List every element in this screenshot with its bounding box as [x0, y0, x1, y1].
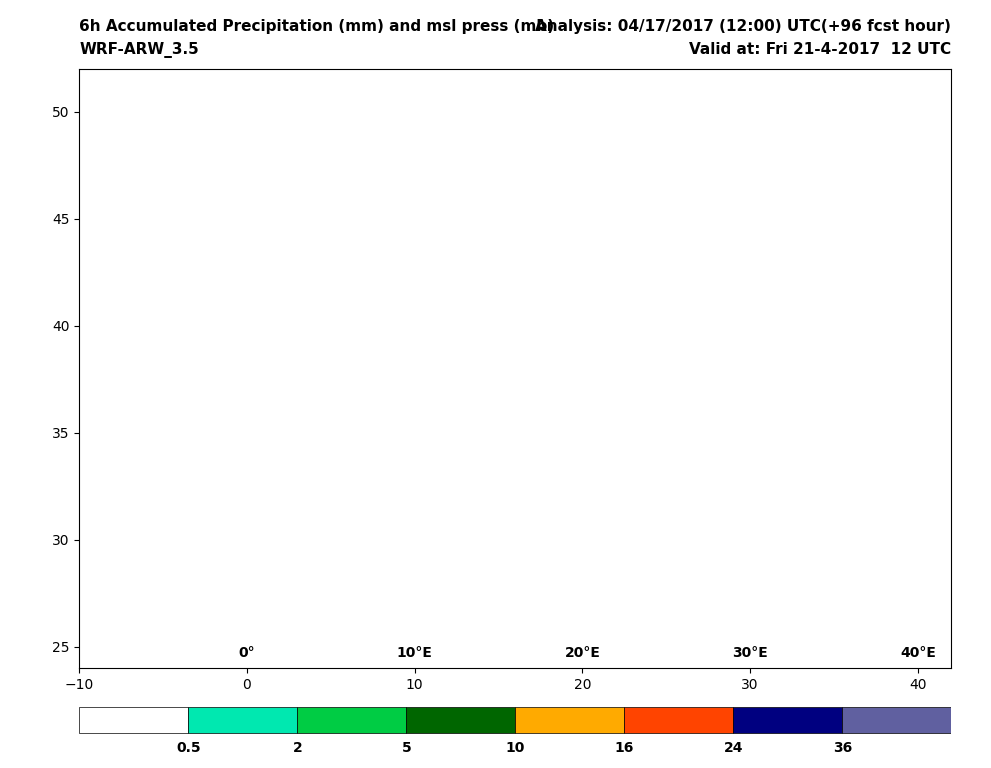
Text: 5: 5 [401, 741, 411, 755]
Bar [297, 707, 406, 733]
Text: Valid at: Fri 21-4-2017  12 UTC: Valid at: Fri 21-4-2017 12 UTC [689, 42, 951, 58]
Bar [624, 707, 733, 733]
Text: 36: 36 [832, 741, 852, 755]
Text: 0°: 0° [239, 647, 256, 660]
Text: 6h Accumulated Precipitation (mm) and msl press (mb): 6h Accumulated Precipitation (mm) and ms… [79, 19, 554, 35]
Text: 0.5: 0.5 [176, 741, 200, 755]
Text: 40°E: 40°E [900, 647, 936, 660]
Text: 2: 2 [292, 741, 302, 755]
Bar [79, 707, 188, 733]
Bar [842, 707, 951, 733]
Text: Analysis: 04/17/2017 (12:00) UTC(+96 fcst hour): Analysis: 04/17/2017 (12:00) UTC(+96 fcs… [535, 19, 951, 35]
Bar [515, 707, 624, 733]
Bar [188, 707, 297, 733]
Text: 20°E: 20°E [565, 647, 601, 660]
Text: 30°E: 30°E [732, 647, 768, 660]
Bar [733, 707, 842, 733]
Text: 16: 16 [614, 741, 634, 755]
Text: 24: 24 [723, 741, 743, 755]
Text: WRF-ARW_3.5: WRF-ARW_3.5 [79, 42, 199, 58]
Bar [406, 707, 515, 733]
Text: 10°E: 10°E [396, 647, 433, 660]
Text: 10: 10 [505, 741, 525, 755]
